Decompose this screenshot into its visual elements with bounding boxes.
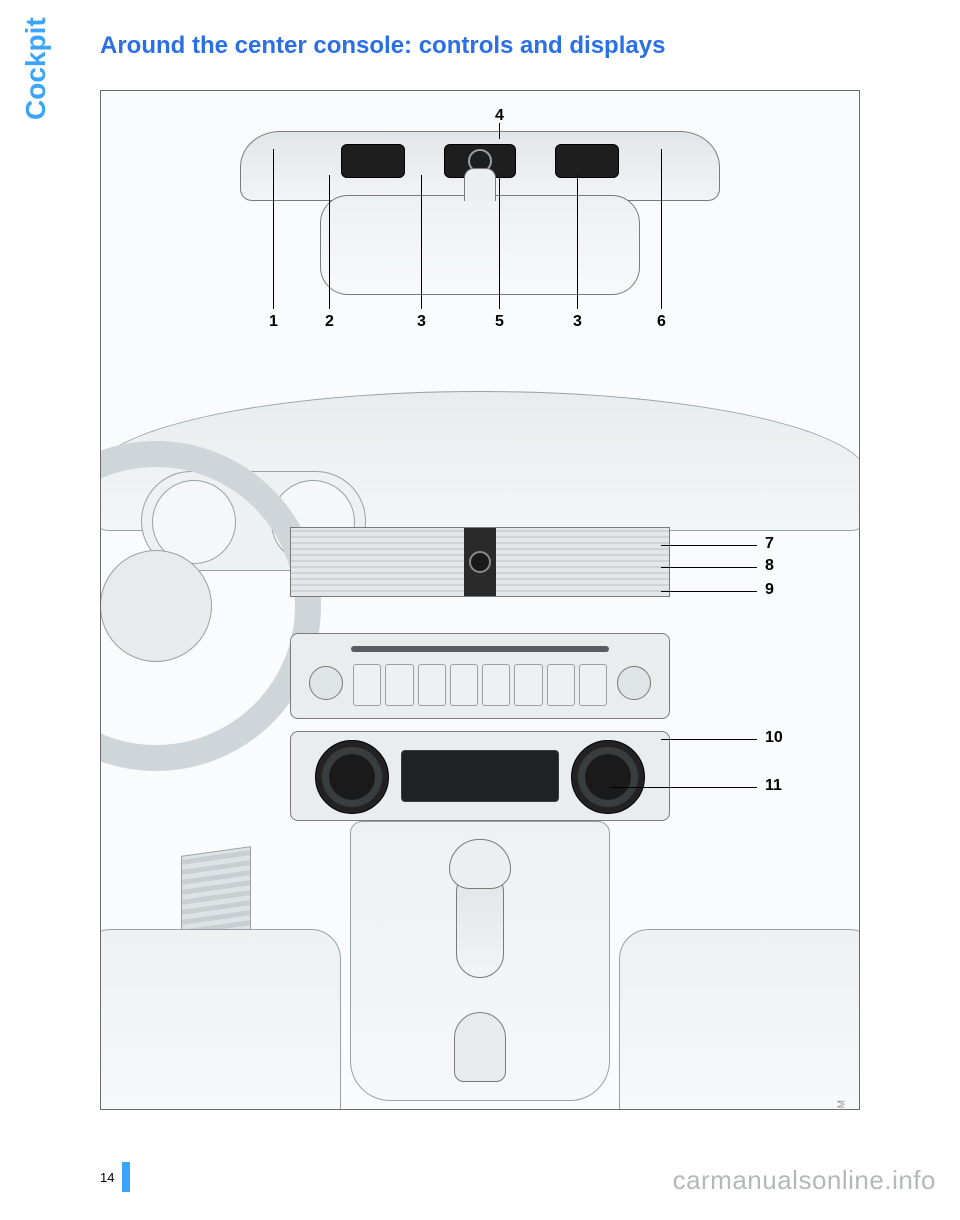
center-console-figure: 4 1 2 3 5 3 6 xyxy=(100,90,860,1110)
lead-3b xyxy=(577,175,578,309)
hazard-button xyxy=(469,551,491,573)
callouts-top-row: 1 2 3 5 3 6 xyxy=(101,313,859,343)
lead-7 xyxy=(661,545,757,546)
climate-dial-right xyxy=(571,740,645,814)
figure-code: MIG051740BM xyxy=(836,1099,847,1110)
parking-brake xyxy=(454,1012,506,1082)
lead-5 xyxy=(499,175,500,309)
callout-9: 9 xyxy=(765,581,774,599)
callout-4-lead xyxy=(499,123,500,139)
lead-11 xyxy=(611,787,757,788)
lead-9 xyxy=(661,591,757,592)
lead-8 xyxy=(661,567,757,568)
callout-8: 8 xyxy=(765,557,774,575)
callout-7: 7 xyxy=(765,535,774,553)
callout-6: 6 xyxy=(657,313,666,331)
page-footer: 14 xyxy=(100,1162,130,1192)
callout-3a: 3 xyxy=(417,313,426,331)
climate-control-panel xyxy=(290,731,670,821)
seat-right xyxy=(619,929,860,1110)
center-air-vents xyxy=(290,527,670,597)
rearview-mirror xyxy=(320,195,640,295)
lead-1 xyxy=(273,149,274,309)
callout-10: 10 xyxy=(765,729,783,747)
audio-head-unit xyxy=(290,633,670,719)
lead-2 xyxy=(329,175,330,309)
seat-left xyxy=(100,929,341,1110)
lead-6 xyxy=(661,149,662,309)
center-stack xyxy=(290,527,670,863)
callout-5: 5 xyxy=(495,313,504,331)
center-tunnel xyxy=(350,821,610,1101)
footer-accent-bar xyxy=(122,1162,130,1192)
callout-11: 11 xyxy=(765,777,782,795)
lead-10 xyxy=(661,739,757,740)
callout-3b: 3 xyxy=(573,313,582,331)
cd-slot xyxy=(351,646,609,652)
lead-3a xyxy=(421,175,422,309)
climate-dial-left xyxy=(315,740,389,814)
climate-display xyxy=(401,750,559,802)
overhead-button-left xyxy=(341,144,405,178)
overhead-button-right xyxy=(555,144,619,178)
page-heading: Around the center console: controls and … xyxy=(100,32,665,60)
site-watermark: carmanualsonline.info xyxy=(673,1165,936,1196)
gear-shifter xyxy=(456,868,504,978)
radio-preset-row xyxy=(353,664,607,706)
side-section-label: Cockpit xyxy=(20,17,52,120)
radio-knob-left xyxy=(309,666,343,700)
callout-1: 1 xyxy=(269,313,278,331)
page-number: 14 xyxy=(100,1170,114,1185)
callout-2: 2 xyxy=(325,313,334,331)
radio-knob-right xyxy=(617,666,651,700)
